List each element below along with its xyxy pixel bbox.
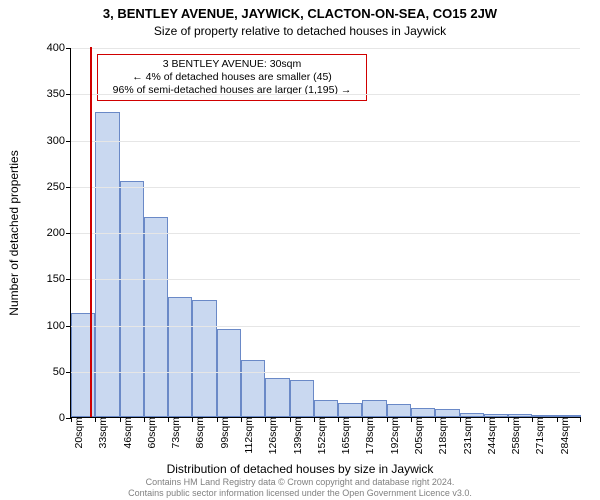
gridline <box>71 94 580 95</box>
x-tick-label: 73sqm <box>164 417 182 449</box>
x-tick-label: 99sqm <box>213 417 231 449</box>
x-tick-label: 126sqm <box>261 417 279 454</box>
chart-container: { "header": { "title": "3, BENTLEY AVENU… <box>0 0 600 500</box>
histogram-bar <box>120 181 144 417</box>
x-tick-label: 46sqm <box>116 417 134 449</box>
x-tick-label: 192sqm <box>383 417 401 454</box>
x-tick-label: 231sqm <box>456 417 474 454</box>
x-tick-label: 20sqm <box>67 417 85 449</box>
x-tick <box>580 417 581 422</box>
histogram-bar <box>362 400 386 417</box>
histogram-bar <box>314 400 338 417</box>
x-tick-label: 86sqm <box>188 417 206 449</box>
gridline <box>71 141 580 142</box>
y-tick-label: 100 <box>47 320 71 332</box>
chart-subtitle: Size of property relative to detached ho… <box>0 24 600 38</box>
histogram-bar <box>290 380 314 417</box>
x-tick-label: 139sqm <box>286 417 304 454</box>
histogram-bar <box>435 409 459 417</box>
x-tick-label: 218sqm <box>431 417 449 454</box>
x-axis-label: Distribution of detached houses by size … <box>0 462 600 476</box>
y-tick-label: 300 <box>47 135 71 147</box>
annotation-line: 96% of semi-detached houses are larger (… <box>104 84 360 97</box>
x-tick-label: 244sqm <box>480 417 498 454</box>
x-tick-label: 60sqm <box>140 417 158 449</box>
x-tick-label: 271sqm <box>528 417 546 454</box>
y-tick-label: 350 <box>47 88 71 100</box>
gridline <box>71 372 580 373</box>
x-tick-label: 178sqm <box>358 417 376 454</box>
chart-footer: Contains HM Land Registry data © Crown c… <box>0 477 600 498</box>
y-axis-label: Number of detached properties <box>7 150 21 315</box>
x-tick-label: 152sqm <box>310 417 328 454</box>
plot-area: 3 BENTLEY AVENUE: 30sqm← 4% of detached … <box>70 48 580 418</box>
annotation-line: 3 BENTLEY AVENUE: 30sqm <box>104 58 360 71</box>
x-tick-label: 33sqm <box>91 417 109 449</box>
gridline <box>71 48 580 49</box>
histogram-bar <box>387 404 411 417</box>
gridline <box>71 279 580 280</box>
footer-line-2: Contains public sector information licen… <box>0 488 600 498</box>
histogram-bar <box>192 300 216 417</box>
gridline <box>71 326 580 327</box>
x-tick-label: 165sqm <box>334 417 352 454</box>
x-tick-label: 112sqm <box>237 417 255 454</box>
histogram-bar <box>217 329 241 417</box>
footer-line-1: Contains HM Land Registry data © Crown c… <box>0 477 600 487</box>
histogram-bar <box>241 360 265 417</box>
gridline <box>71 187 580 188</box>
x-tick-label: 205sqm <box>407 417 425 454</box>
gridline <box>71 233 580 234</box>
highlight-marker <box>90 47 92 417</box>
y-tick-label: 150 <box>47 273 71 285</box>
chart-title: 3, BENTLEY AVENUE, JAYWICK, CLACTON-ON-S… <box>0 6 600 21</box>
y-tick-label: 50 <box>53 366 71 378</box>
histogram-bar <box>168 297 192 417</box>
histogram-bar <box>338 403 362 417</box>
x-tick-label: 258sqm <box>504 417 522 454</box>
histogram-bar <box>411 408 435 417</box>
y-tick-label: 250 <box>47 181 71 193</box>
y-tick-label: 200 <box>47 227 71 239</box>
y-tick-label: 400 <box>47 42 71 54</box>
histogram-bar <box>265 378 289 417</box>
annotation-line: ← 4% of detached houses are smaller (45) <box>104 71 360 84</box>
x-tick-label: 284sqm <box>553 417 571 454</box>
histogram-bar <box>144 217 168 417</box>
